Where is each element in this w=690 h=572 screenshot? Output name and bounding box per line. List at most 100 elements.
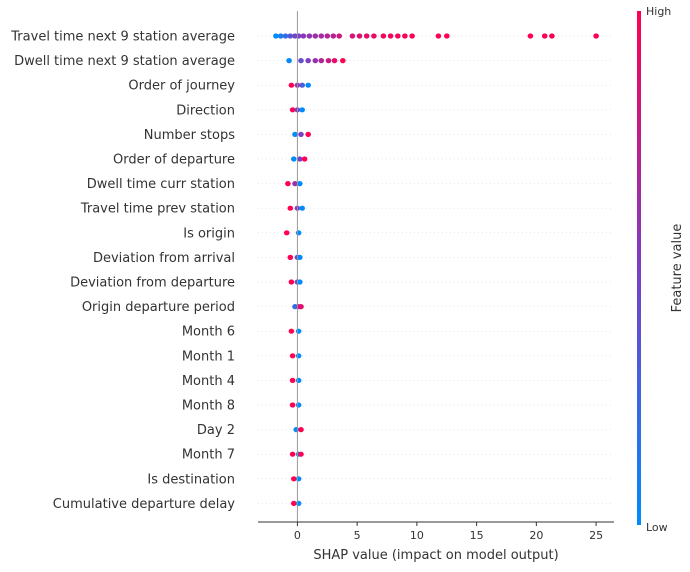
shap-point bbox=[305, 82, 312, 88]
shap-point bbox=[287, 33, 294, 39]
feature-label: Month 8 bbox=[182, 399, 235, 414]
x-tick-label: 20 bbox=[529, 529, 543, 542]
shap-point bbox=[293, 427, 300, 433]
shap-point bbox=[527, 33, 534, 39]
shap-point bbox=[292, 181, 298, 187]
colorbar-high-label: High bbox=[646, 5, 671, 18]
feature-label: Origin departure period bbox=[82, 300, 235, 315]
colorbar-gradient bbox=[637, 11, 641, 525]
shap-point bbox=[291, 156, 297, 162]
shap-point bbox=[435, 33, 442, 39]
shap-point bbox=[312, 58, 319, 64]
shap-point bbox=[336, 33, 343, 39]
shap-point bbox=[593, 33, 599, 39]
x-tick-label: 15 bbox=[470, 529, 484, 542]
shap-point bbox=[371, 33, 377, 39]
shap-point bbox=[318, 33, 325, 39]
shap-point bbox=[295, 377, 302, 383]
shap-point bbox=[395, 33, 401, 39]
shap-point bbox=[298, 451, 304, 457]
shap-point bbox=[301, 156, 308, 162]
colorbar-title: Feature value bbox=[670, 224, 685, 313]
feature-label: Order of departure bbox=[113, 153, 235, 168]
shap-point bbox=[295, 33, 302, 39]
feature-label: Travel time next 9 station average bbox=[10, 30, 235, 45]
feature-label: Month 6 bbox=[182, 325, 235, 340]
shap-point bbox=[299, 107, 306, 113]
shap-point bbox=[288, 328, 295, 334]
shap-point bbox=[409, 33, 415, 39]
shap-point bbox=[356, 33, 363, 39]
feature-label: Dwell time next 9 station average bbox=[14, 54, 235, 69]
shap-point bbox=[287, 254, 294, 260]
shap-point bbox=[363, 33, 370, 39]
shap-point bbox=[298, 58, 304, 64]
feature-label: Is origin bbox=[183, 226, 235, 241]
shap-point bbox=[380, 33, 387, 39]
x-tick-label: 10 bbox=[410, 529, 424, 542]
shap-point bbox=[289, 107, 296, 113]
shap-point bbox=[291, 500, 297, 506]
shap-point bbox=[318, 58, 325, 64]
shap-point bbox=[330, 33, 337, 39]
shap-point bbox=[298, 304, 304, 310]
shap-point bbox=[305, 131, 312, 137]
shap-point bbox=[287, 205, 294, 211]
shap-point bbox=[298, 427, 304, 433]
shap-point bbox=[325, 58, 332, 64]
shap-point bbox=[289, 377, 296, 383]
shap-point bbox=[288, 279, 295, 285]
x-axis-label: SHAP value (impact on model output) bbox=[313, 548, 558, 563]
shap-point bbox=[299, 205, 306, 211]
shap-point bbox=[312, 33, 319, 39]
shap-point bbox=[444, 33, 450, 39]
shap-point bbox=[541, 33, 548, 39]
shap-point bbox=[297, 181, 303, 187]
feature-label: Number stops bbox=[144, 128, 235, 143]
shap-point bbox=[291, 476, 297, 482]
shap-point bbox=[340, 58, 346, 64]
shap-point bbox=[289, 451, 296, 457]
feature-label: Day 2 bbox=[197, 423, 235, 438]
feature-label: Cumulative departure delay bbox=[53, 497, 235, 512]
feature-label: Month 4 bbox=[182, 374, 235, 389]
shap-point bbox=[305, 58, 312, 64]
shap-point bbox=[402, 33, 408, 39]
shap-point bbox=[387, 33, 394, 39]
shap-point bbox=[297, 279, 303, 285]
feature-label: Month 1 bbox=[182, 349, 235, 364]
shap-point bbox=[295, 230, 302, 236]
feature-label: Month 7 bbox=[182, 448, 235, 463]
shap-point bbox=[288, 82, 295, 88]
shap-point bbox=[285, 181, 291, 187]
colorbar-low-label: Low bbox=[646, 521, 668, 534]
shap-point bbox=[299, 82, 306, 88]
shap-point bbox=[549, 33, 555, 39]
feature-label: Order of journey bbox=[128, 79, 235, 94]
shap-point bbox=[298, 131, 304, 137]
shap-point bbox=[324, 33, 331, 39]
shap-point bbox=[273, 33, 279, 39]
x-tick-label: 5 bbox=[354, 529, 361, 542]
shap-point bbox=[286, 58, 292, 64]
feature-label: Deviation from departure bbox=[70, 276, 235, 291]
shap-point bbox=[297, 254, 303, 260]
shap-point bbox=[289, 353, 296, 359]
shap-point bbox=[295, 500, 302, 506]
feature-label: Deviation from arrival bbox=[93, 251, 235, 266]
shap-point bbox=[282, 33, 289, 39]
feature-label: Travel time prev station bbox=[80, 202, 235, 217]
shap-point bbox=[289, 402, 296, 408]
feature-label: Direction bbox=[176, 103, 235, 118]
shap-point bbox=[295, 402, 302, 408]
shap-point bbox=[295, 353, 302, 359]
shap-point bbox=[277, 33, 284, 39]
colorbar: High Low Feature value bbox=[637, 5, 685, 534]
shap-point bbox=[306, 33, 313, 39]
shap-point bbox=[292, 131, 298, 137]
shap-point bbox=[295, 328, 302, 334]
shap-point bbox=[331, 58, 338, 64]
feature-label: Dwell time curr station bbox=[87, 177, 235, 192]
